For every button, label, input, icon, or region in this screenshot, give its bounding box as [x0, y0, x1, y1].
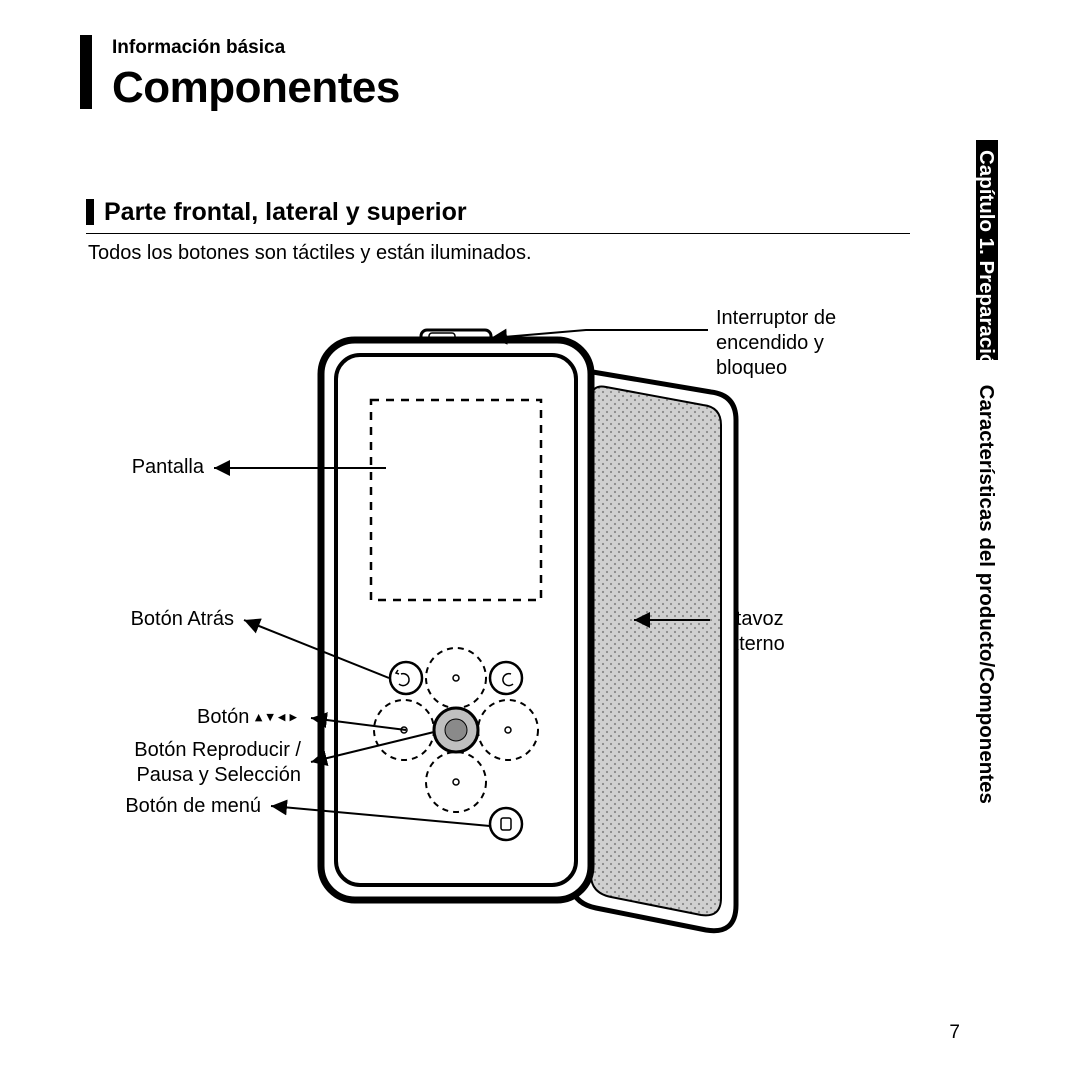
kicker-text: Información básica [80, 35, 400, 59]
chapter-tab-dark: Características del producto/Componentes [975, 385, 998, 804]
chapter-tab-text: Capítulo 1. Preparación Características … [976, 150, 998, 804]
device-svg [86, 300, 936, 940]
section-title: Parte frontal, lateral y superior [86, 198, 910, 234]
header-accent-bar [80, 35, 92, 109]
section-accent-bar [86, 199, 94, 225]
device-diagram: Pantalla Botón Atrás Botón ▴▾◂▸ Botón Re… [86, 300, 936, 940]
page-title: Componentes [80, 65, 400, 111]
page-header: Información básica Componentes [80, 35, 400, 111]
section-header: Parte frontal, lateral y superior Todos … [86, 198, 910, 265]
page-number: 7 [949, 1022, 960, 1044]
section-desc: Todos los botones son táctiles y están i… [86, 234, 910, 265]
chapter-tab: Capítulo 1. Preparación Características … [976, 140, 998, 950]
chapter-tab-light: Capítulo 1. Preparación [975, 150, 998, 385]
